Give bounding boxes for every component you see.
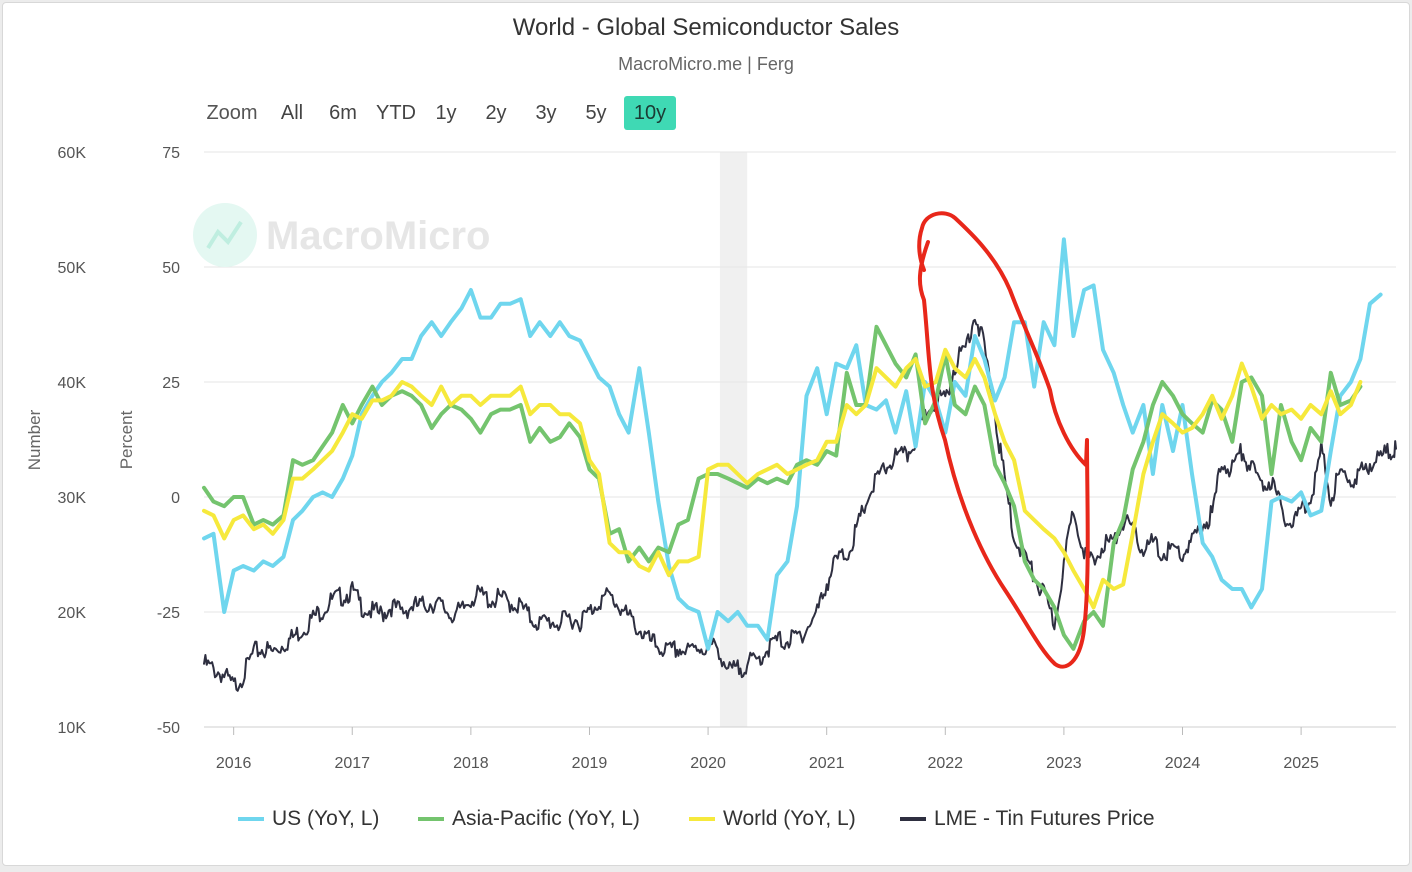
x-axis-tick-label: 2020 bbox=[690, 755, 726, 772]
watermark-text: MacroMicro bbox=[266, 214, 491, 258]
series-line-2[interactable] bbox=[202, 347, 1363, 610]
shaded-band-layer bbox=[719, 152, 748, 727]
range-button-2y[interactable]: 2y bbox=[485, 102, 507, 124]
outer-axis-tick-label: 10K bbox=[58, 720, 87, 737]
series-line-1[interactable] bbox=[202, 324, 1363, 651]
watermark-circle bbox=[193, 203, 257, 267]
series-line-0[interactable] bbox=[202, 237, 1383, 651]
range-button-6m[interactable]: 6m bbox=[329, 102, 357, 124]
x-axis-tick-label: 2025 bbox=[1283, 755, 1319, 772]
left-axis-tick-label: -50 bbox=[157, 720, 180, 737]
outer-axis-tick-label: 50K bbox=[58, 260, 87, 277]
trend-line-icon bbox=[206, 220, 243, 250]
left-axis-tick-label: 0 bbox=[171, 490, 180, 507]
x-axis-tick-label: 2024 bbox=[1165, 755, 1201, 772]
x-axis-tick-label: 2016 bbox=[216, 755, 252, 772]
legend-label[interactable]: LME - Tin Futures Price bbox=[934, 807, 1155, 830]
chart-title: World - Global Semiconductor Sales bbox=[512, 14, 900, 41]
series-layer bbox=[202, 237, 1397, 692]
outer-axis-tick-label: 20K bbox=[58, 605, 87, 622]
shaded-band bbox=[719, 152, 748, 727]
annotation-loop bbox=[917, 211, 1090, 669]
legend-label[interactable]: US (YoY, L) bbox=[272, 807, 379, 830]
x-axis-tick-label: 2023 bbox=[1046, 755, 1082, 772]
x-axis-tick-label: 2018 bbox=[453, 755, 489, 772]
left-axis-tick-label: 25 bbox=[162, 375, 180, 392]
range-button-3y[interactable]: 3y bbox=[535, 102, 557, 124]
x-axis-tick-label: 2022 bbox=[927, 755, 963, 772]
watermark: MacroMicro bbox=[193, 203, 491, 267]
legend: US (YoY, L) Asia-Pacific (YoY, L) World (Y… bbox=[238, 807, 1155, 830]
outer-axis-title: Number bbox=[25, 409, 44, 470]
range-button-ytd[interactable]: YTD bbox=[376, 102, 416, 124]
left-axis-tick-label: 50 bbox=[162, 260, 180, 277]
zoom-label: Zoom bbox=[206, 102, 258, 124]
chart-subtitle: MacroMicro.me | Ferg bbox=[618, 54, 794, 74]
x-axis-tick-label: 2021 bbox=[809, 755, 845, 772]
range-button-all[interactable]: All bbox=[280, 102, 304, 124]
outer-axis-tick-label: 40K bbox=[58, 375, 87, 392]
range-button-10y[interactable]: 10y bbox=[624, 96, 676, 130]
gridlines bbox=[204, 151, 1396, 728]
range-button-5y[interactable]: 5y bbox=[585, 102, 607, 124]
legend-label[interactable]: World (YoY, L) bbox=[723, 807, 856, 830]
left-axis-tick-label: -25 bbox=[157, 605, 180, 622]
series-line-3[interactable] bbox=[203, 318, 1397, 692]
annotation-layer bbox=[917, 211, 1090, 669]
left-axis-tick-label: 75 bbox=[162, 145, 180, 162]
range-button-1y[interactable]: 1y bbox=[435, 102, 457, 124]
x-axis-tick-label: 2017 bbox=[334, 755, 370, 772]
outer-axis-tick-label: 60K bbox=[58, 145, 87, 162]
left-axis-title: Percent bbox=[117, 410, 136, 469]
legend-label[interactable]: Asia-Pacific (YoY, L) bbox=[452, 807, 640, 830]
outer-axis-tick-label: 30K bbox=[58, 490, 87, 507]
x-axis-tick-label: 2019 bbox=[572, 755, 608, 772]
axes: 75 50 25 0 -25 -50 60K 50K 40K 30K 20K 10K Number Per… bbox=[25, 145, 1319, 772]
